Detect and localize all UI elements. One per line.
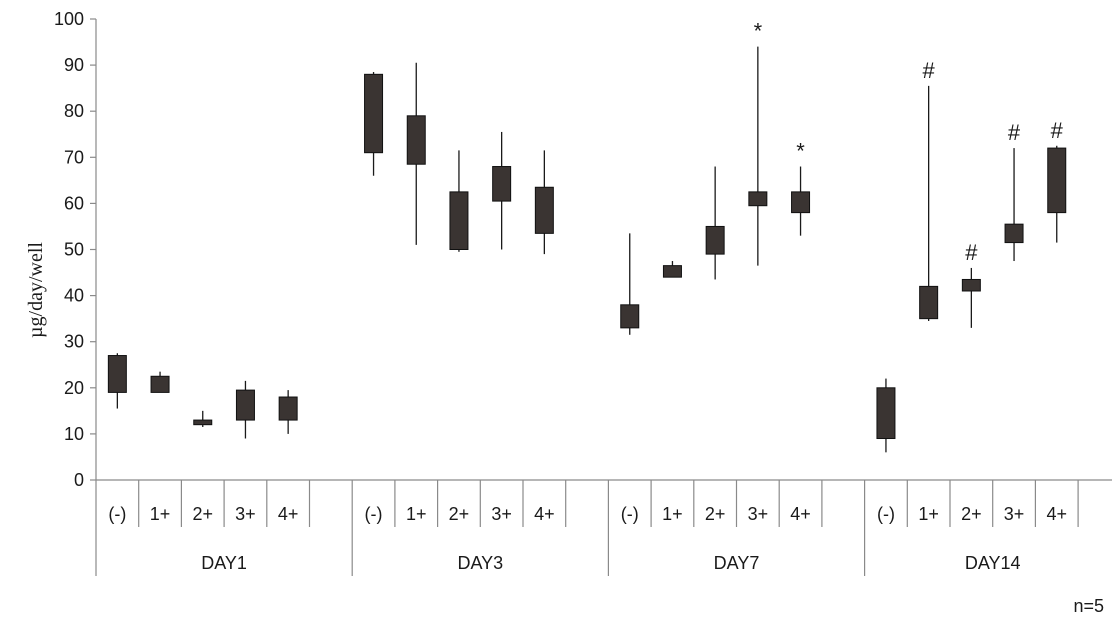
box [492,166,512,202]
category-label: 4+ [534,504,555,524]
box [961,278,981,292]
group-label: DAY3 [457,553,503,573]
category-label: 3+ [748,504,769,524]
box [278,396,298,421]
category-label: 2+ [449,504,470,524]
y-tick-label: 90 [64,55,84,75]
box [150,375,170,393]
category-label: 3+ [491,504,512,524]
box [107,355,127,393]
box [235,389,255,421]
y-tick-label: 50 [64,240,84,260]
significance-mark: # [1008,120,1021,145]
y-tick-label: 10 [64,424,84,444]
category-label: 4+ [790,504,811,524]
box-series: * * # # # # [107,19,1067,453]
category-label: 2+ [961,504,982,524]
group-label: DAY1 [201,553,247,573]
category-label: 3+ [235,504,256,524]
significance-mark: # [965,240,978,265]
significance-mark: * [796,139,805,164]
significance-mark: # [1051,118,1064,143]
category-label: 1+ [406,504,427,524]
box [406,115,426,165]
significance-mark: * [754,19,763,44]
y-tick-label: 70 [64,147,84,167]
category-label: 1+ [918,504,939,524]
box [534,186,554,234]
y-tick-label: 20 [64,378,84,398]
category-label: 2+ [705,504,726,524]
category-label: (-) [877,504,895,524]
group-label: DAY7 [714,553,760,573]
category-label: (-) [108,504,126,524]
box [1047,147,1067,214]
category-label: 1+ [150,504,171,524]
x-axis: DAY1 (-) 1+ 2+ 3+ 4+ DAY3 (-) 1+ 2+ 3+ 4+ DAY7 (-) 1+ 2… [95,479,1112,576]
box [876,387,896,440]
y-tick-label: 60 [64,193,84,213]
category-label: (-) [365,504,383,524]
group-label: DAY14 [965,553,1021,573]
category-label: 1+ [662,504,683,524]
y-axis: 0 10 20 30 40 50 60 70 80 90 100 [54,9,97,490]
y-tick-label: 0 [74,470,84,490]
category-label: 4+ [1046,504,1067,524]
box [791,191,811,214]
box [1004,223,1024,244]
box [662,265,682,278]
sample-size-note: n=5 [1073,596,1104,616]
category-label: 3+ [1004,504,1025,524]
box [364,73,384,154]
category-label: 4+ [278,504,299,524]
box [193,419,213,426]
y-axis-label: µg/day/well [25,242,47,338]
y-tick-label: 30 [64,332,84,352]
significance-mark: # [923,58,936,83]
box [620,304,640,329]
box [748,191,768,207]
box [449,191,469,250]
y-tick-label: 80 [64,101,84,121]
category-label: 2+ [192,504,213,524]
y-tick-label: 40 [64,286,84,306]
category-label: (-) [621,504,639,524]
box [919,285,939,320]
box [705,225,725,255]
y-tick-label: 100 [54,9,84,29]
